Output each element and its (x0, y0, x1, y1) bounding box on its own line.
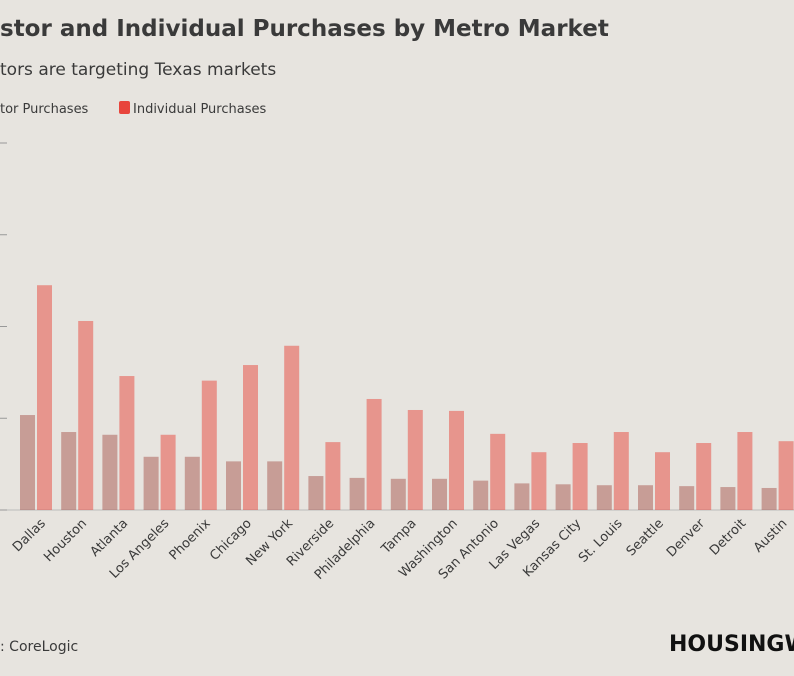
bar (390, 478, 406, 510)
bar (308, 476, 324, 510)
bar (267, 461, 283, 510)
bar (119, 376, 135, 510)
chart-title: stor and Individual Purchases by Metro M… (0, 16, 609, 42)
bar (531, 452, 547, 510)
bar (596, 485, 612, 510)
bar (638, 485, 653, 510)
legend-label: Individual Purchases (133, 102, 266, 117)
bar (572, 443, 588, 510)
x-tick-label: Austin (751, 516, 790, 555)
x-tick-label: Phoenix (167, 516, 214, 563)
bar (720, 487, 736, 510)
bar (490, 433, 506, 510)
bar (679, 486, 695, 510)
x-tick-label: Denver (664, 516, 709, 561)
legend-swatch (119, 101, 130, 114)
bar (778, 441, 794, 510)
bar (243, 365, 258, 510)
bar (696, 443, 712, 510)
bar (737, 432, 753, 510)
bar (78, 320, 94, 510)
bar (143, 456, 159, 510)
bar (184, 456, 200, 510)
x-tick-label: Dallas (10, 516, 49, 555)
bar (655, 452, 670, 510)
chart-subtitle: tors are targeting Texas markets (0, 60, 276, 80)
bar (102, 434, 118, 510)
legend-label: tor Purchases (0, 102, 89, 117)
bar (20, 415, 35, 510)
x-tick-label: Detroit (707, 516, 749, 558)
bar (160, 434, 176, 510)
bar (407, 409, 423, 510)
bar (555, 484, 571, 510)
x-tick-label: Tampa (378, 516, 419, 557)
bar (366, 398, 382, 510)
x-tick-label: St. Louis (576, 516, 626, 566)
bar (226, 461, 241, 510)
bar (473, 480, 489, 510)
bar (284, 345, 300, 510)
bar (514, 483, 530, 510)
source: : CoreLogic (0, 639, 78, 655)
bar (61, 432, 77, 510)
bar (349, 477, 365, 510)
bar (613, 432, 629, 510)
bar (325, 442, 341, 510)
bar (201, 380, 217, 510)
bar (37, 285, 52, 510)
bar (449, 410, 464, 510)
bar (432, 478, 447, 510)
logo: HOUSINGW (669, 632, 794, 657)
bar (761, 487, 777, 510)
x-tick-label: Seattle (624, 516, 667, 559)
x-tick-label: Houston (41, 516, 90, 565)
